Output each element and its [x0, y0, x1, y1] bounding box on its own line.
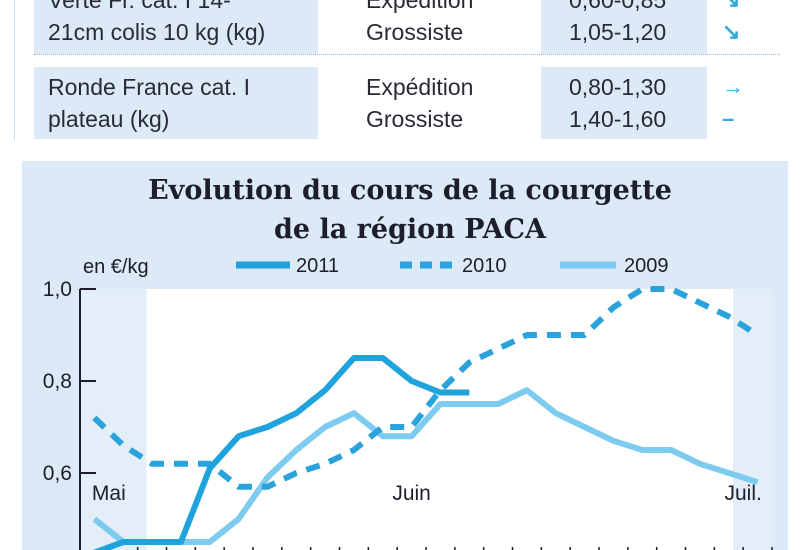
- trend-cell: ↘ ↘: [722, 0, 782, 48]
- product-line: Ronde France cat. I: [48, 74, 250, 100]
- series-line-2009: [92, 387, 759, 545]
- chart-title-line-2: de la région PACA: [274, 214, 547, 245]
- price-table: Verte Fr. cat. I 14- 21cm colis 10 kg (k…: [0, 0, 800, 150]
- chart-title-line-1: Evolution du cours de la courgette: [148, 175, 672, 206]
- trend-down-icon: ↘: [722, 0, 782, 16]
- market-cell: Expédition Grossiste: [366, 0, 473, 48]
- row-divider: [34, 54, 780, 55]
- legend-label-2011: 2011: [296, 255, 339, 277]
- table-row: Verte Fr. cat. I 14- 21cm colis 10 kg (k…: [0, 0, 800, 54]
- market-line: Grossiste: [366, 106, 464, 132]
- legend-label-2010: 2010: [462, 255, 507, 277]
- market-line: Expédition: [366, 0, 474, 13]
- market-line: Grossiste: [366, 19, 464, 45]
- plot-area: 1,00,80,60,4MaiJuinJuil.: [43, 278, 773, 550]
- market-line: Expédition: [366, 74, 474, 100]
- price-line: 1,40-1,60: [569, 106, 667, 132]
- table-left-rule: [14, 0, 15, 140]
- legend-label-2009: 2009: [624, 255, 669, 277]
- shaded-band-start: [80, 289, 147, 550]
- x-month-label: Mai: [92, 482, 126, 505]
- y-unit-label: en €/kg: [83, 256, 149, 278]
- x-month-label: Juin: [392, 482, 431, 505]
- price-cell: 0,60-0,85 1,05-1,20: [541, 0, 707, 54]
- trend-down-icon: ↘: [722, 19, 741, 44]
- table-row: Ronde France cat. I plateau (kg) Expédit…: [0, 67, 800, 139]
- y-tick-label: 0,8: [43, 370, 72, 393]
- y-tick-label: 0,6: [43, 462, 72, 485]
- shaded-band-end: [733, 289, 772, 550]
- y-tick-label: 1,0: [43, 278, 72, 301]
- price-cell: 0,80-1,30 1,40-1,60: [541, 67, 707, 139]
- product-line: plateau (kg): [48, 106, 170, 132]
- series-line-2011: [92, 355, 470, 550]
- trend-cell: → –: [722, 71, 782, 135]
- product-cell: Ronde France cat. I plateau (kg): [34, 67, 318, 139]
- market-cell: Expédition Grossiste: [366, 71, 473, 135]
- price-line: 0,80-1,30: [569, 74, 667, 100]
- product-line: Verte Fr. cat. I 14-: [48, 0, 231, 13]
- trend-right-icon: →: [722, 74, 744, 99]
- legend: 2011 2010 2009: [236, 255, 669, 277]
- product-line: 21cm colis 10 kg (kg): [48, 19, 266, 45]
- price-line: 0,60-0,85: [569, 0, 667, 13]
- price-line: 1,05-1,20: [569, 19, 667, 45]
- trend-stable-icon: –: [722, 106, 735, 131]
- series-line-2010: [92, 286, 760, 490]
- product-cell: Verte Fr. cat. I 14- 21cm colis 10 kg (k…: [34, 0, 318, 54]
- x-month-label: Juil.: [724, 482, 761, 505]
